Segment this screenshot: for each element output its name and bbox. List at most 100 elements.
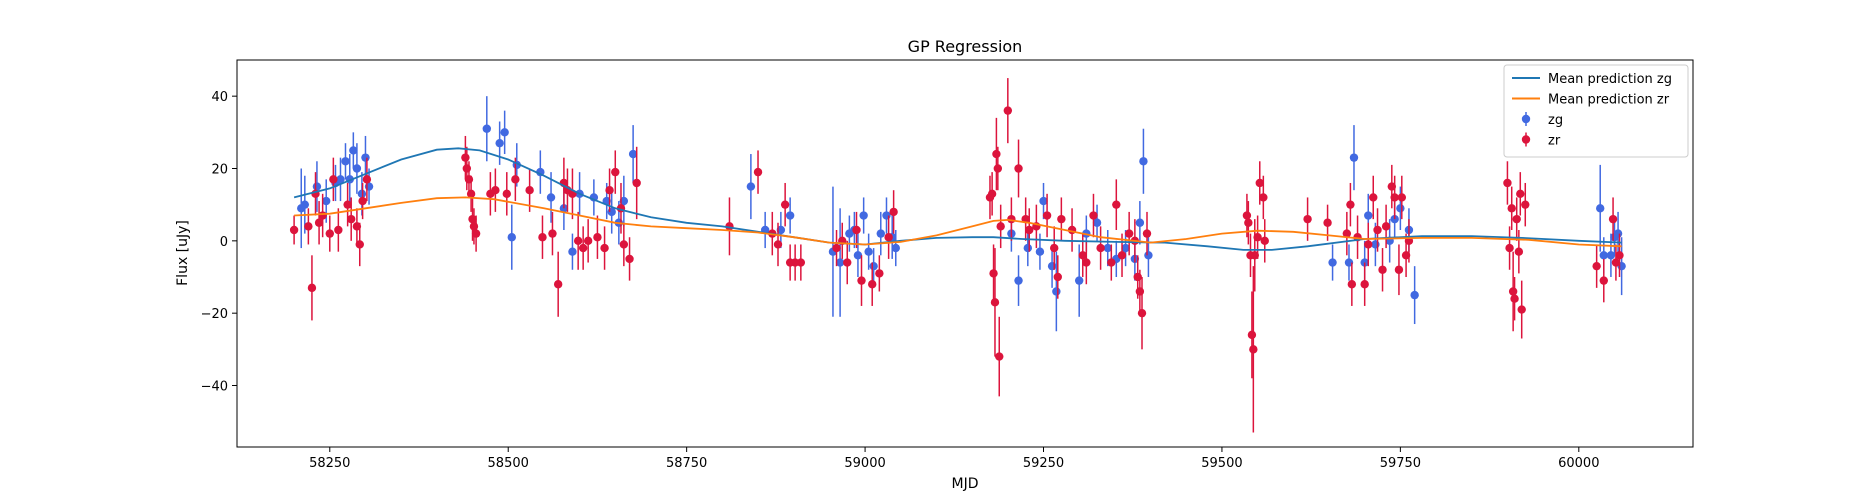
point-zr-107 xyxy=(1348,280,1356,288)
point-zg-11 xyxy=(361,153,369,161)
point-zr-26 xyxy=(525,186,533,194)
point-zg-46 xyxy=(1014,276,1022,284)
point-zr-86 xyxy=(1118,251,1126,259)
point-zr-64 xyxy=(991,298,999,306)
point-zr-60 xyxy=(889,208,897,216)
point-zr-38 xyxy=(605,186,613,194)
point-zr-51 xyxy=(797,258,805,266)
point-zr-13 xyxy=(358,197,366,205)
y-tick-label--40: −40 xyxy=(201,380,228,395)
point-zr-111 xyxy=(1369,193,1377,201)
point-zr-62 xyxy=(988,190,996,198)
point-zg-66 xyxy=(1364,211,1372,219)
x-tick-label-58500: 58500 xyxy=(488,456,529,471)
point-zg-29 xyxy=(747,182,755,190)
point-zg-51 xyxy=(1052,287,1060,295)
y-tick-label-40: 40 xyxy=(211,90,228,105)
point-zr-122 xyxy=(1505,244,1513,252)
point-zg-38 xyxy=(859,211,867,219)
point-zr-81 xyxy=(1082,258,1090,266)
point-zr-8 xyxy=(334,226,342,234)
point-zg-60 xyxy=(1139,157,1147,165)
point-zg-52 xyxy=(1075,276,1083,284)
point-zg-12 xyxy=(365,182,373,190)
point-zg-14 xyxy=(495,139,503,147)
point-zg-32 xyxy=(786,211,794,219)
point-zr-59 xyxy=(884,233,892,241)
point-zr-99 xyxy=(1253,233,1261,241)
point-zr-129 xyxy=(1518,305,1526,313)
x-tick-label-59000: 59000 xyxy=(844,456,885,471)
x-axis: 58250 58500 58750 59000 59250 59500 59750 60000 xyxy=(309,447,1599,471)
point-zg-41 xyxy=(877,229,885,237)
point-zr-101 xyxy=(1259,193,1267,201)
point-zg-42 xyxy=(882,211,890,219)
point-zr-78 xyxy=(1057,215,1065,223)
point-zg-15 xyxy=(500,128,508,136)
point-zr-42 xyxy=(625,255,633,263)
point-zg-77 xyxy=(1614,229,1622,237)
point-zg-1 xyxy=(301,200,309,208)
legend-label: zr xyxy=(1548,134,1561,149)
point-zr-0 xyxy=(290,226,298,234)
point-zg-73 xyxy=(1596,204,1604,212)
point-zr-112 xyxy=(1373,226,1381,234)
point-zr-24 xyxy=(503,190,511,198)
point-zr-54 xyxy=(843,258,851,266)
point-zr-48 xyxy=(781,200,789,208)
point-zr-75 xyxy=(1043,211,1051,219)
point-zr-56 xyxy=(857,276,865,284)
point-zr-82 xyxy=(1089,211,1097,219)
point-zr-25 xyxy=(511,175,519,183)
y-tick-label-0: 0 xyxy=(220,235,228,250)
x-tick-label-59250: 59250 xyxy=(1023,456,1064,471)
point-zr-5 xyxy=(318,211,326,219)
point-zr-10 xyxy=(347,215,355,223)
point-zr-131 xyxy=(1592,262,1600,270)
point-zr-65 xyxy=(992,150,1000,158)
point-zr-135 xyxy=(1615,251,1623,259)
point-zr-73 xyxy=(1025,226,1033,234)
series-zg xyxy=(297,96,1626,331)
point-zr-14 xyxy=(363,175,371,183)
point-zg-48 xyxy=(1036,247,1044,255)
point-zg-50 xyxy=(1048,262,1056,270)
point-zr-118 xyxy=(1398,193,1406,201)
point-zr-57 xyxy=(868,280,876,288)
point-zr-27 xyxy=(538,233,546,241)
point-zr-110 xyxy=(1364,240,1372,248)
point-zr-87 xyxy=(1125,229,1133,237)
point-zr-28 xyxy=(548,229,556,237)
point-zr-102 xyxy=(1261,237,1269,245)
point-zr-104 xyxy=(1323,219,1331,227)
point-zr-130 xyxy=(1521,200,1529,208)
point-zg-39 xyxy=(864,247,872,255)
point-zr-68 xyxy=(996,222,1004,230)
y-tick-label-20: 20 xyxy=(211,163,228,178)
y-axis-label: Flux [uJy] xyxy=(175,220,191,286)
point-zr-69 xyxy=(1004,106,1012,114)
point-zr-125 xyxy=(1510,295,1518,303)
point-zr-126 xyxy=(1513,215,1521,223)
point-zr-93 xyxy=(1243,211,1251,219)
legend-label: Mean prediction zg xyxy=(1548,72,1672,87)
chart-title: GP Regression xyxy=(908,37,1023,56)
point-zr-43 xyxy=(632,179,640,187)
point-zg-40 xyxy=(869,262,877,270)
point-zr-33 xyxy=(574,237,582,245)
point-zr-45 xyxy=(754,168,762,176)
point-zr-52 xyxy=(832,244,840,252)
point-zr-109 xyxy=(1360,280,1368,288)
point-zr-36 xyxy=(593,233,601,241)
point-zr-16 xyxy=(463,164,471,172)
point-zr-123 xyxy=(1508,204,1516,212)
point-zr-84 xyxy=(1107,258,1115,266)
legend-label: zg xyxy=(1548,113,1563,128)
point-zr-66 xyxy=(994,164,1002,172)
legend-marker-swatch xyxy=(1522,135,1530,143)
point-zr-15 xyxy=(461,153,469,161)
point-zg-19 xyxy=(547,193,555,201)
x-tick-label-60000: 60000 xyxy=(1558,456,1599,471)
point-zr-113 xyxy=(1378,266,1386,274)
point-zg-47 xyxy=(1024,244,1032,252)
